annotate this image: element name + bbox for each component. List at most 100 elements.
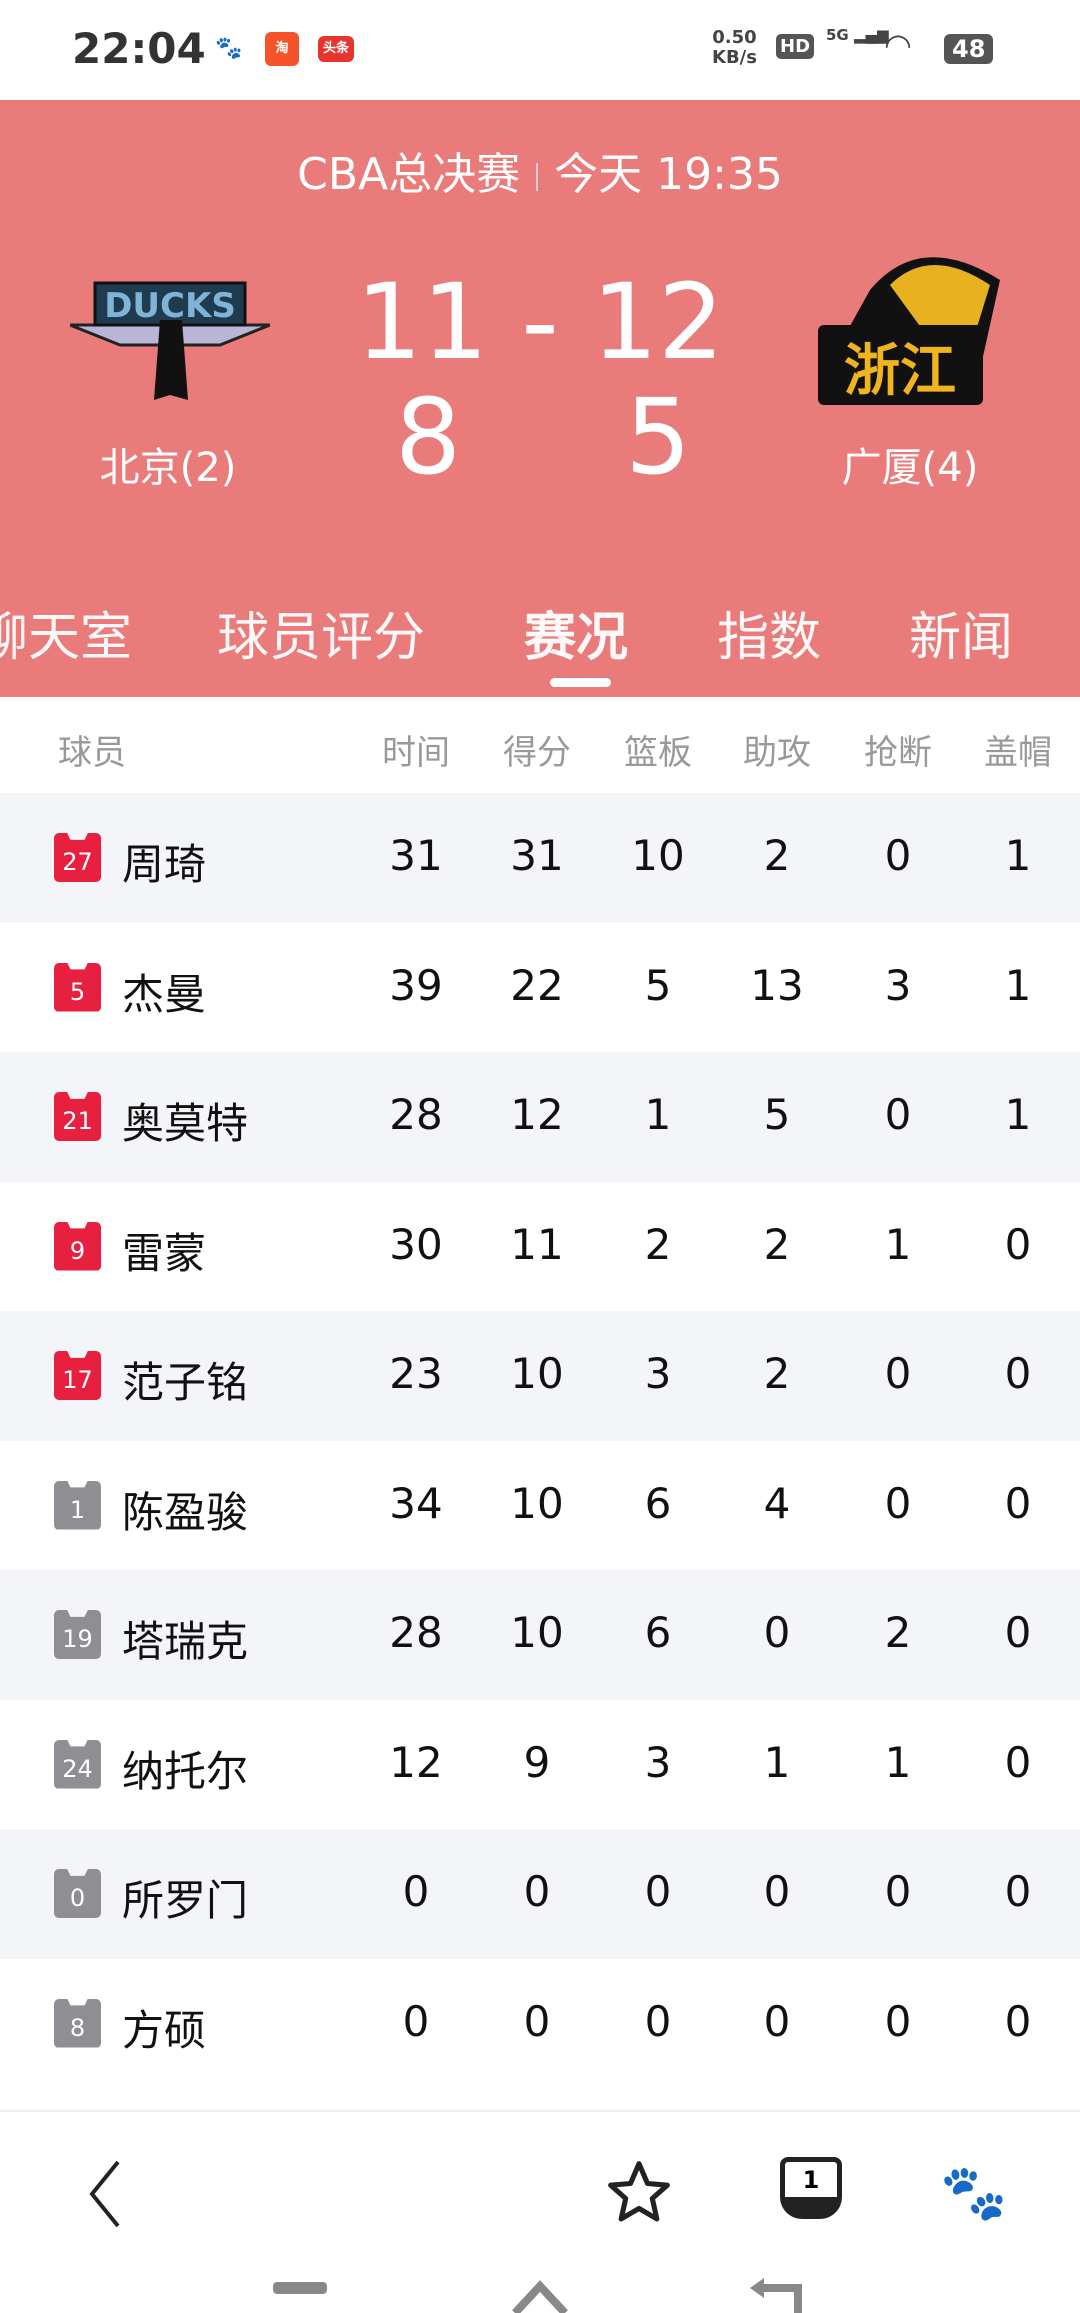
jersey-number-icon: 5 [54,962,101,1012]
table-row[interactable]: 17 范子铭 23 10 3 2 0 0 [0,1311,1080,1441]
table-row[interactable]: 9 雷蒙 30 11 2 2 1 0 [0,1182,1080,1312]
clock: 22:04 [72,24,206,73]
home-team-name[interactable]: 北京(2) [99,445,237,491]
jersey-number-icon: 0 [54,1869,101,1918]
table-row[interactable]: 1 陈盈骏 34 10 6 4 0 0 [0,1441,1080,1571]
stat-blocks: 1 [1004,960,1032,1010]
home-team-logo[interactable]: DUCKS [69,265,271,415]
player-name[interactable]: 所罗门 [122,1876,249,1925]
stat-minutes: 34 [389,1478,443,1528]
stat-blocks: 0 [1004,1737,1032,1787]
col-minutes: 时间 [382,733,450,773]
status-bar: 22:04 🐾 淘 头条 0.50 KB/s HD 5G ▂▄▆ ◠ 48 [0,0,1080,100]
stat-rebounds: 6 [644,1478,672,1528]
col-steals: 抢断 [864,733,932,773]
player-name[interactable]: 奥莫特 [122,1099,249,1148]
jersey-number-icon: 21 [54,1092,101,1141]
stat-points: 11 [510,1219,564,1269]
table-header: 球员 时间 得分 篮板 助攻 抢断 盖帽 [0,697,1080,793]
home-score: 8 [395,376,462,498]
stat-rebounds: 1 [644,1090,672,1139]
stat-rebounds: 3 [644,1349,672,1398]
stat-blocks: 0 [1004,1608,1032,1657]
stat-minutes: 30 [389,1219,443,1269]
stat-steals: 1 [884,1737,912,1787]
player-name[interactable]: 雷蒙 [122,1228,207,1278]
stat-points: 9 [523,1737,551,1787]
star-icon[interactable] [605,2157,673,2227]
stat-points: 10 [510,1608,564,1657]
net-speed: 0.50 KB/s [712,28,757,68]
stat-assists: 2 [763,831,791,880]
net-speed-value: 0.50 [712,27,757,48]
col-rebounds: 篮板 [624,733,692,773]
stat-assists: 2 [763,1219,791,1269]
incognito-tabs-icon[interactable]: 1 [780,2157,842,2223]
stat-points: 10 [510,1478,564,1528]
hd-icon: HD [776,34,815,59]
player-name[interactable]: 陈盈骏 [122,1487,249,1537]
table-row[interactable]: 27 周琦 31 31 10 2 0 1 [0,793,1080,923]
stat-minutes: 28 [389,1608,443,1657]
player-name[interactable]: 范子铭 [122,1358,249,1407]
net-speed-unit: KB/s [712,47,757,68]
recents-button[interactable] [273,2282,327,2294]
signal-label: 5G [826,26,849,44]
active-tab-indicator [550,678,611,687]
stat-minutes: 0 [402,1867,430,1916]
stat-blocks: 0 [1004,1219,1032,1269]
away-team-logo[interactable]: 浙江 [810,230,1010,405]
stat-rebounds: 3 [644,1737,672,1787]
col-player: 球员 [58,733,126,773]
home-button[interactable] [510,2278,570,2313]
stat-minutes: 0 [402,1996,430,2046]
tab-news[interactable]: 新闻 [909,608,1014,668]
player-name[interactable]: 杰曼 [122,969,207,1019]
stat-assists: 1 [763,1737,791,1787]
stat-steals: 0 [884,1478,912,1528]
col-blocks: 盖帽 [984,733,1052,773]
stat-points: 22 [510,960,564,1010]
table-row[interactable]: 19 塔瑞克 28 10 6 0 2 0 [0,1570,1080,1700]
stat-steals: 0 [884,1349,912,1398]
stat-points: 0 [523,1867,551,1916]
player-name[interactable]: 纳托尔 [122,1746,249,1796]
stat-assists: 0 [763,1608,791,1657]
stat-rebounds: 2 [644,1219,672,1269]
baidu-notification-icon: 🐾 [212,32,246,66]
tab-bar: 聊天室 球员评分 赛况 指数 新闻 [0,595,1080,695]
table-row[interactable]: 21 奥莫特 28 12 1 5 0 1 [0,1052,1080,1182]
player-name[interactable]: 周琦 [122,840,207,889]
browser-toolbar: 1 🐾 [0,2110,1080,2260]
player-name[interactable]: 方硕 [122,2005,207,2055]
toutiao-notification-icon: 头条 [318,36,354,62]
stat-assists: 0 [763,1867,791,1916]
tab-count: 1 [780,2157,842,2197]
stat-minutes: 31 [389,831,443,880]
player-name[interactable]: 塔瑞克 [122,1617,249,1666]
tab-odds[interactable]: 指数 [717,608,822,668]
stat-blocks: 1 [1004,1090,1032,1139]
jersey-number-icon: 17 [54,1351,101,1400]
match-title: CBA总决赛 今天 19:35 [0,138,1080,202]
back-button[interactable] [748,2276,808,2313]
table-row[interactable]: 0 所罗门 0 0 0 0 0 0 [0,1829,1080,1959]
tab-game-stats[interactable]: 赛况 [524,608,629,668]
battery-icon: 48 [944,34,994,64]
wifi-icon: ◠ [884,26,912,64]
system-nav-bar [0,2260,1080,2313]
tab-chatroom[interactable]: 聊天室 [0,608,133,668]
stat-minutes: 28 [389,1090,443,1139]
table-row[interactable]: 8 方硕 0 0 0 0 0 0 [0,1959,1080,2089]
match-header: CBA总决赛 今天 19:35 DUCKS 浙江 11 - 12 8 5 北京(2… [0,100,1080,697]
table-row[interactable]: 24 纳托尔 12 9 3 1 1 0 [0,1700,1080,1830]
jersey-number-icon: 9 [54,1221,101,1271]
back-icon[interactable] [80,2154,130,2234]
stat-rebounds: 0 [644,1867,672,1916]
table-row[interactable]: 5 杰曼 39 22 5 13 3 1 [0,923,1080,1053]
tab-player-ratings[interactable]: 球员评分 [217,608,426,668]
baidu-paw-icon[interactable]: 🐾 [940,2161,1008,2224]
jersey-number-icon: 24 [54,1739,101,1789]
away-team-name[interactable]: 广厦(4) [841,445,979,491]
quarter-score: 11 - 12 [355,261,725,383]
